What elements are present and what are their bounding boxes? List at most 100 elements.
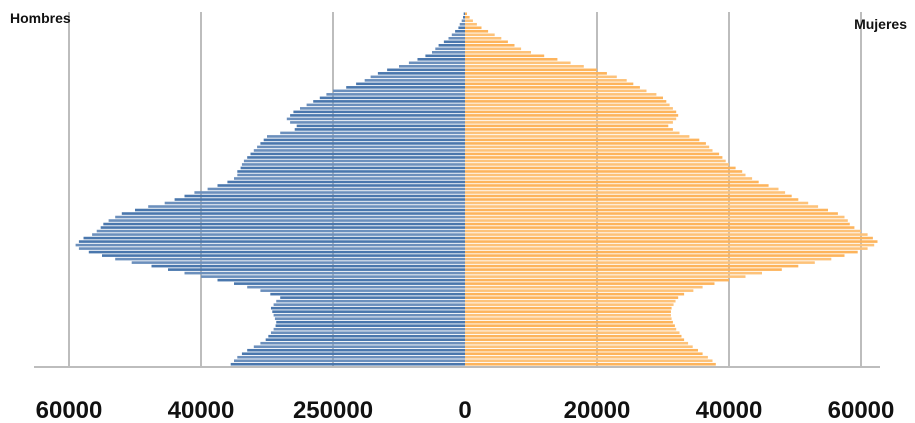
bar-hombres	[319, 96, 465, 100]
bar-hombres	[438, 43, 465, 47]
bar-mujeres	[465, 362, 716, 366]
bar-hombres	[75, 243, 465, 247]
series-hombres	[75, 12, 466, 366]
bar-hombres	[250, 152, 465, 156]
bar-hombres	[425, 54, 465, 58]
bar-hombres	[115, 257, 465, 261]
series-mujeres	[465, 12, 878, 366]
bar-hombres	[243, 159, 465, 163]
bar-mujeres	[465, 173, 746, 177]
bar-hombres	[247, 156, 465, 159]
bar-hombres	[100, 226, 466, 229]
bar-hombres	[78, 240, 466, 243]
bar-mujeres	[465, 15, 470, 19]
bar-mujeres	[465, 93, 657, 96]
bar-hombres	[432, 51, 465, 54]
bar-hombres	[108, 219, 465, 222]
x-tick-label: 250000	[293, 397, 373, 423]
bar-mujeres	[465, 219, 848, 222]
bar-mujeres	[465, 289, 694, 292]
bar-mujeres	[465, 149, 713, 152]
bar-mujeres	[465, 271, 762, 275]
bar-mujeres	[465, 222, 850, 226]
bar-hombres	[164, 201, 465, 205]
bar-mujeres	[465, 310, 671, 313]
bar-mujeres	[465, 61, 571, 65]
bar-hombres	[88, 250, 466, 254]
bar-mujeres	[465, 47, 522, 51]
bar-hombres	[333, 89, 465, 93]
bar-mujeres	[465, 299, 676, 303]
bar-hombres	[280, 131, 465, 135]
bar-mujeres	[465, 215, 845, 219]
bar-hombres	[194, 191, 465, 194]
bar-hombres	[273, 303, 465, 306]
bar-mujeres	[465, 194, 792, 198]
bar-mujeres	[465, 212, 838, 215]
bar-hombres	[265, 338, 465, 342]
bar-mujeres	[465, 156, 723, 159]
bar-hombres	[230, 362, 465, 366]
bar-hombres	[273, 313, 465, 317]
bar-mujeres	[465, 107, 673, 110]
bar-mujeres	[465, 40, 508, 44]
bar-mujeres	[465, 320, 673, 324]
bar-hombres	[459, 22, 465, 26]
bar-hombres	[448, 36, 465, 40]
bar-hombres	[241, 352, 465, 356]
bar-hombres	[267, 135, 465, 138]
bar-hombres	[268, 334, 465, 338]
bar-mujeres	[465, 177, 753, 180]
bar-hombres	[121, 212, 466, 215]
bar-hombres	[458, 26, 465, 30]
bar-mujeres	[465, 54, 545, 58]
bar-mujeres	[465, 135, 690, 138]
bar-hombres	[451, 33, 465, 37]
bar-hombres	[131, 261, 465, 264]
bar-hombres	[293, 110, 465, 114]
bar-mujeres	[465, 110, 677, 114]
bar-mujeres	[465, 103, 670, 107]
bar-mujeres	[465, 303, 674, 306]
bar-hombres	[135, 208, 465, 212]
bar-mujeres	[465, 229, 861, 233]
bar-mujeres	[465, 184, 769, 187]
bar-mujeres	[465, 338, 685, 342]
bar-mujeres	[465, 268, 782, 271]
bar-hombres	[260, 289, 465, 292]
bar-hombres	[174, 198, 465, 201]
bar-mujeres	[465, 166, 736, 170]
bar-mujeres	[465, 159, 726, 163]
bar-mujeres	[465, 355, 708, 359]
bar-mujeres	[465, 121, 673, 124]
bar-mujeres	[465, 324, 675, 327]
bar-mujeres	[465, 247, 868, 250]
bar-hombres	[257, 145, 465, 149]
bar-hombres	[148, 205, 465, 208]
bar-mujeres	[465, 261, 815, 264]
bar-mujeres	[465, 359, 713, 363]
bar-mujeres	[465, 348, 698, 352]
bar-hombres	[435, 47, 465, 51]
bar-mujeres	[465, 250, 858, 254]
bar-hombres	[237, 173, 465, 177]
bar-mujeres	[465, 82, 634, 86]
bar-hombres	[270, 306, 465, 310]
bar-mujeres	[465, 341, 689, 345]
bar-hombres	[370, 75, 465, 79]
bar-mujeres	[465, 236, 873, 240]
bar-mujeres	[465, 296, 679, 299]
bar-hombres	[408, 61, 465, 65]
bar-hombres	[92, 233, 465, 236]
bar-hombres	[102, 254, 465, 257]
bar-mujeres	[465, 89, 647, 93]
bar-hombres	[151, 264, 465, 268]
bar-mujeres	[465, 96, 663, 100]
bar-mujeres	[465, 345, 693, 349]
bar-hombres	[346, 86, 465, 89]
bar-hombres	[253, 149, 465, 152]
bar-hombres	[275, 324, 465, 327]
bar-mujeres	[465, 36, 502, 40]
bar-hombres	[78, 247, 466, 250]
bar-hombres	[237, 170, 465, 173]
